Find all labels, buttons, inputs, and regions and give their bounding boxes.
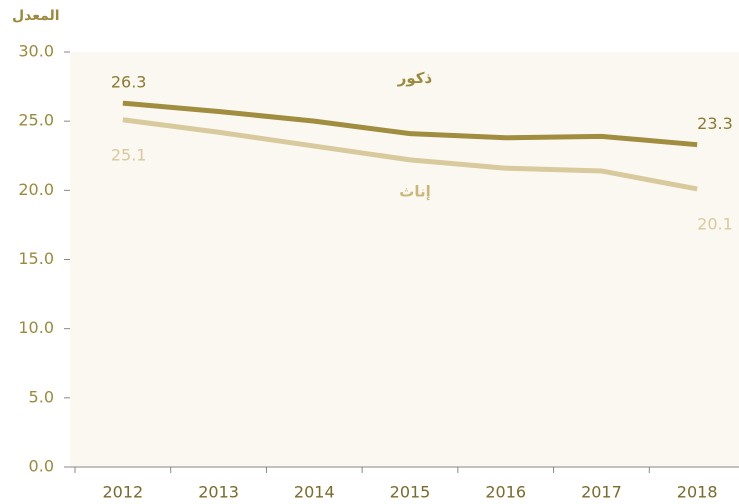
y-tick-label: 30.0 <box>18 42 54 61</box>
y-tick-label: 20.0 <box>18 180 54 199</box>
y-tick-label: 0.0 <box>29 457 54 476</box>
x-tick-label: 2015 <box>390 483 431 502</box>
line <box>122 100 698 148</box>
x-tick-label: 2013 <box>198 483 239 502</box>
x-tick-label: 2014 <box>294 483 335 502</box>
y-tick-label: 15.0 <box>18 249 54 268</box>
data-label: 20.1 <box>697 214 733 233</box>
y-tick-label: 25.0 <box>18 111 54 130</box>
x-tick-label: 2017 <box>581 483 622 502</box>
y-tick-label: 5.0 <box>29 387 54 406</box>
data-label: 26.3 <box>111 73 147 92</box>
x-tick-label: 2012 <box>102 483 143 502</box>
data-label: 25.1 <box>111 145 147 164</box>
x-tick-label: 2018 <box>677 483 718 502</box>
data-label: 23.3 <box>697 114 733 133</box>
series-label: إناث <box>399 182 430 200</box>
y-tick-label: 10.0 <box>18 318 54 337</box>
x-tick-label: 2016 <box>485 483 526 502</box>
line <box>122 117 698 192</box>
series-label: ذكور <box>397 69 433 87</box>
y-axis-label: المعدل <box>12 8 60 24</box>
plot-area <box>70 52 739 467</box>
